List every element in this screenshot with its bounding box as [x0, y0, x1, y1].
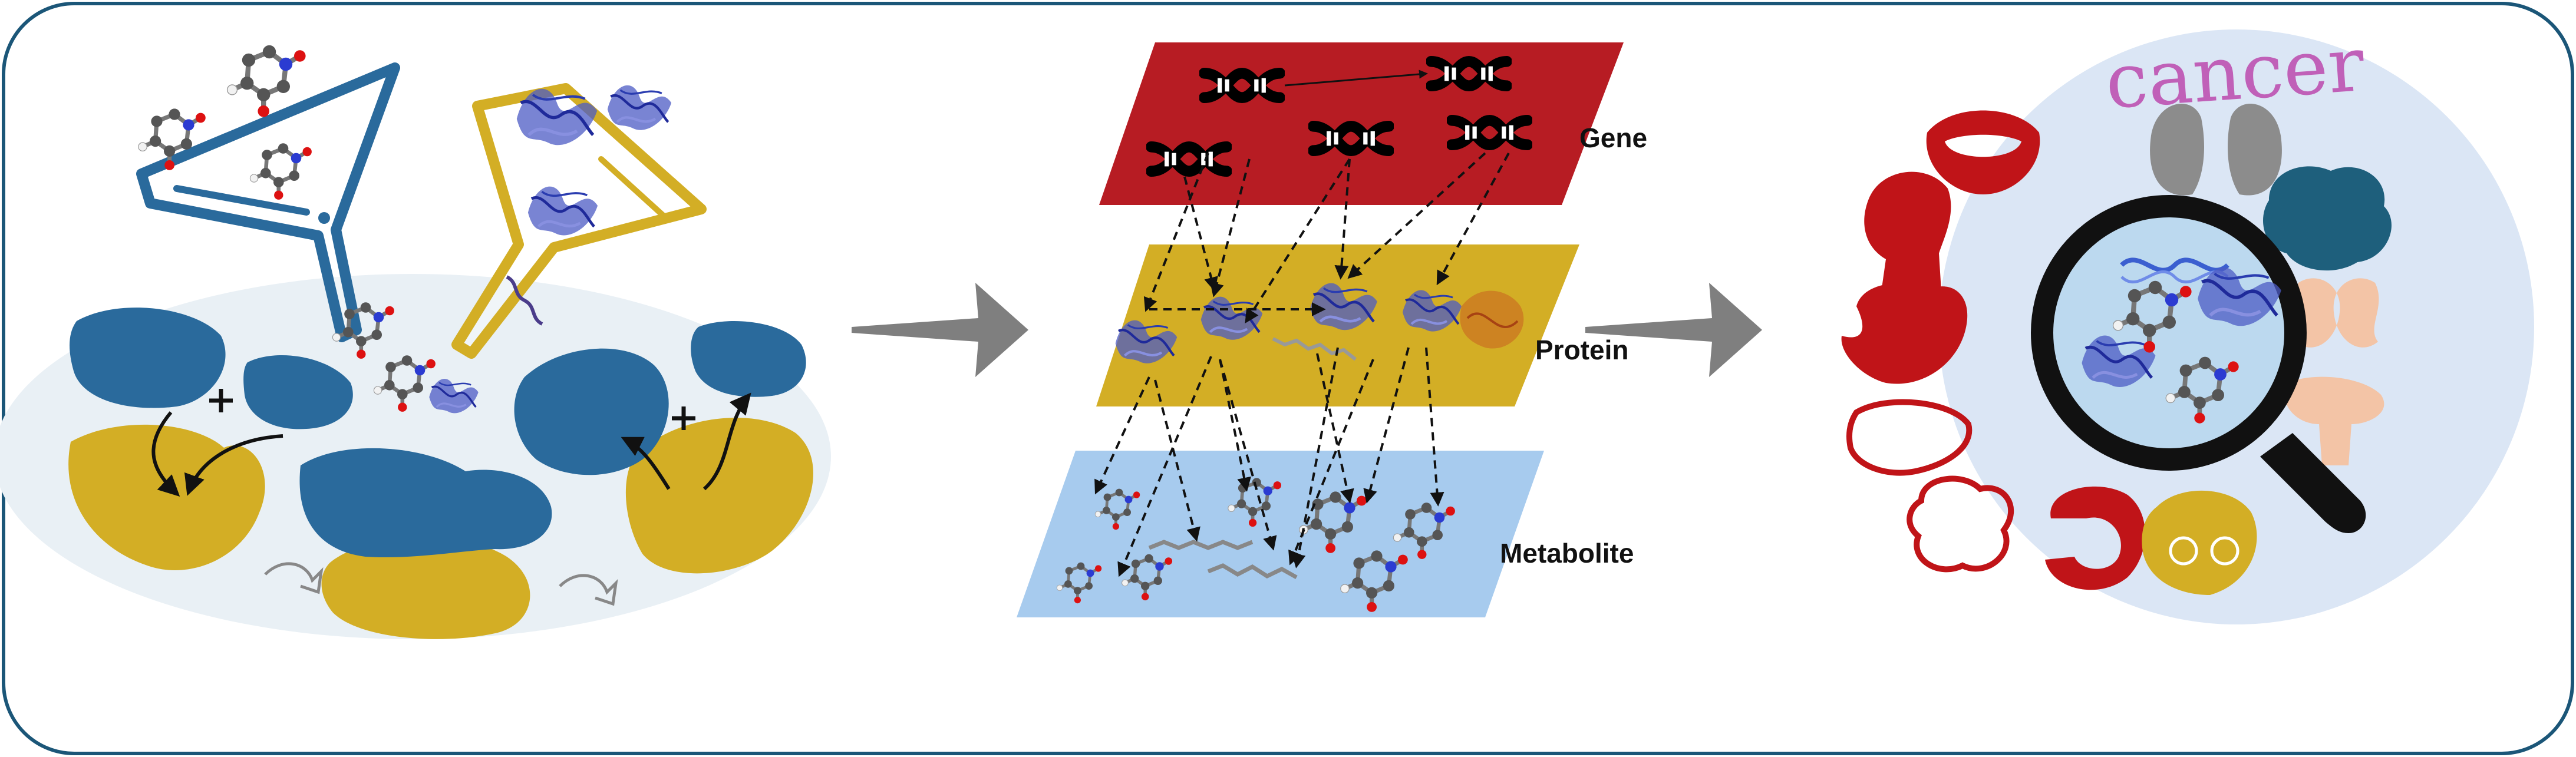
colon-icon: [2045, 486, 2145, 590]
interaction-arrow-3: [702, 392, 751, 491]
rotate-icon-1: [264, 562, 324, 594]
helix-strand: [506, 275, 543, 326]
protein-label: Protein: [1535, 335, 1628, 365]
gene-protein-links: [1143, 152, 1510, 324]
gene-layer-plane: [1099, 42, 1624, 205]
protein-structure-icon: [1460, 290, 1524, 349]
omics-layers: Gene Protein Metabolite: [1017, 42, 1647, 617]
flow-arrow-1: [852, 283, 1028, 377]
interaction-arrow-1: [151, 411, 180, 497]
lipid-chain: [1148, 540, 1254, 550]
cross-mark-2: [672, 406, 695, 430]
interaction-arrow-4: [621, 437, 671, 490]
blue-receptor-2: [243, 355, 353, 429]
protein-metabolite-links: [1094, 347, 1444, 577]
metabolite-layer-plane: [1017, 451, 1544, 617]
cancer-word: cancer: [2103, 21, 2367, 126]
receptor-panel: [0, 45, 831, 639]
uterus-icon: [2284, 376, 2384, 465]
rotate-icon-2: [559, 574, 618, 606]
blue-receptor-1: [70, 308, 226, 408]
intestine-icon: [1907, 475, 2014, 573]
head-throat-icon: [1864, 171, 1951, 300]
peptide-chain: [1272, 337, 1357, 361]
magnifier-lens: [2031, 195, 2307, 471]
gold-receptor-1: [68, 424, 265, 570]
lung-icon: [2150, 104, 2282, 196]
blue-receptor-3: [299, 448, 552, 558]
blue-receptor-5: [691, 321, 806, 397]
liver-icon: [1846, 399, 1973, 476]
magnifier-handle: [2260, 433, 2366, 533]
breast-icon: [2142, 490, 2257, 595]
mouth-icon: [1926, 110, 2040, 194]
stomach-icon: [1841, 283, 1968, 384]
breast-icon-detail: [2169, 536, 2239, 566]
metabolite-label: Metabolite: [1500, 538, 1634, 568]
dna-strand: [2120, 257, 2229, 273]
gold-receptor-3: [625, 418, 813, 574]
flow-arrow-2: [1585, 283, 1762, 377]
magnifying-glass-icon: [2031, 195, 2366, 533]
brain-icon: [2263, 166, 2392, 271]
kidney-icon: [2294, 278, 2379, 348]
cancer-panel: cancer: [1841, 21, 2534, 624]
interaction-arrow-2: [184, 434, 283, 496]
gene-label: Gene: [1579, 123, 1647, 153]
gene-link-arrow: [1284, 70, 1428, 87]
gold-receptor-2: [321, 537, 530, 639]
lipid-chain: [1207, 563, 1298, 580]
cross-mark-1: [209, 389, 233, 412]
